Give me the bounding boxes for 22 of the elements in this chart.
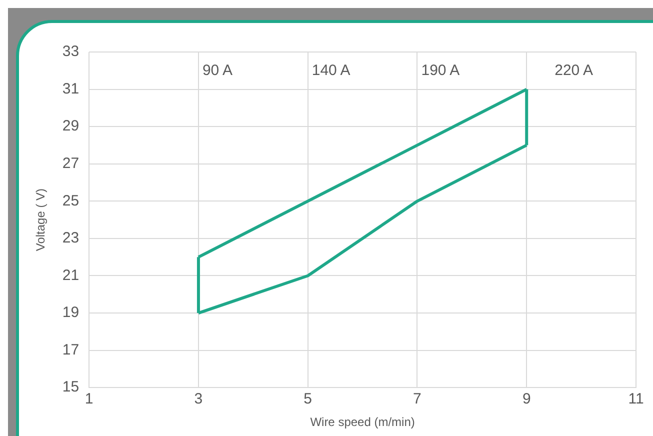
- y-axis-title: Voltage ( V): [34, 188, 48, 252]
- annotation: 90 A: [202, 62, 232, 79]
- y-tick-label: 25: [62, 192, 80, 210]
- x-tick-label: 11: [628, 390, 644, 408]
- y-tick-label: 31: [62, 80, 80, 98]
- y-tick-label: 17: [62, 341, 80, 358]
- annotation: 140 A: [312, 62, 350, 79]
- x-tick-label: 5: [304, 390, 312, 408]
- y-tick-label: 29: [62, 118, 80, 135]
- annotation: 190 A: [421, 62, 460, 79]
- x-tick-label: 3: [194, 390, 203, 408]
- x-tick-label: 9: [522, 390, 531, 408]
- x-axis-title: Wire speed (m/min): [310, 415, 415, 430]
- y-tick-label: 23: [62, 230, 80, 247]
- y-tick-label: 33: [62, 43, 80, 60]
- x-tick-label: 7: [413, 390, 422, 408]
- y-tick-label: 15: [62, 378, 80, 396]
- x-tick-label: 1: [84, 390, 94, 408]
- y-tick-label: 21: [62, 266, 80, 284]
- y-tick-label: 27: [62, 155, 80, 172]
- y-tick-label: 19: [62, 304, 80, 322]
- annotation: 220 A: [554, 62, 593, 79]
